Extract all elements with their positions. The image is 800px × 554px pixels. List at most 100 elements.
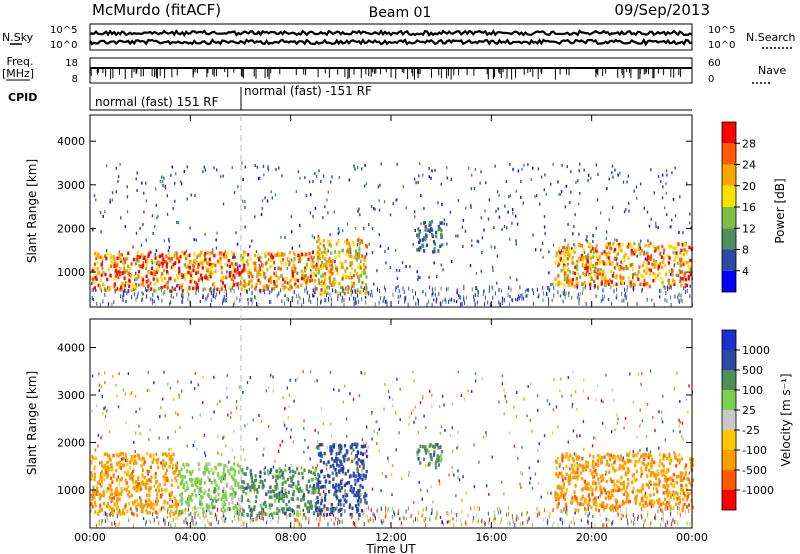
scatter-cell (256, 165, 259, 169)
scatter-cell (678, 230, 680, 234)
scatter-cell (333, 388, 335, 392)
heatmap-cell (304, 266, 307, 270)
heatmap-cell (419, 238, 422, 243)
noise-cell (225, 298, 227, 302)
scatter-cell (379, 183, 381, 187)
heatmap-cell (141, 480, 144, 484)
heatmap-cell (302, 497, 305, 502)
heatmap-cell (156, 277, 159, 281)
heatmap-cell (556, 492, 559, 496)
scatter-cell (350, 251, 352, 255)
heatmap-cell (439, 445, 442, 449)
heatmap-cell (669, 492, 672, 497)
heatmap-cell (222, 474, 225, 478)
heatmap-cell (342, 503, 345, 507)
scatter-cell (183, 170, 185, 174)
heatmap-cell (199, 499, 202, 503)
scatter-cell (541, 241, 544, 245)
heatmap-cell (156, 260, 159, 264)
heatmap-cell (178, 259, 181, 264)
scatter-cell (323, 174, 325, 178)
scatter-cell (332, 513, 335, 517)
heatmap-cell (589, 249, 592, 254)
heatmap-cell (340, 265, 343, 269)
scatter-cell (483, 228, 485, 232)
nsearch-trace (89, 37, 693, 47)
heatmap-cell (672, 250, 675, 255)
heatmap-cell (594, 262, 597, 266)
noise-cell (576, 295, 578, 300)
heatmap-cell (676, 261, 680, 265)
noise-cell (547, 286, 549, 290)
scatter-cell (407, 473, 410, 477)
heatmap-cell (328, 489, 331, 494)
scatter-cell (120, 284, 122, 288)
heatmap-cell (331, 267, 334, 271)
heatmap-cell (587, 500, 590, 505)
scatter-cell (652, 415, 654, 419)
heatmap-cell (161, 492, 164, 497)
heatmap-cell (308, 502, 312, 506)
heatmap-cell (119, 477, 123, 482)
noise-cell (354, 301, 356, 306)
heatmap-cell (567, 252, 570, 257)
scatter-cell (559, 193, 562, 196)
noise-cell (312, 293, 313, 298)
scatter-cell (676, 371, 678, 375)
scatter-cell (583, 168, 585, 172)
heatmap-cell (147, 252, 150, 256)
scatter-cell (651, 298, 653, 302)
noise-cell (150, 297, 152, 302)
heatmap-cell (237, 470, 241, 474)
scatter-cell (100, 230, 102, 234)
noise-cell (135, 297, 137, 302)
scatter-cell (625, 507, 627, 511)
scatter-cell (579, 162, 581, 166)
heatmap-cell (555, 466, 558, 470)
scatter-cell (543, 188, 545, 192)
heatmap-cell (254, 268, 257, 272)
scatter-cell (249, 245, 251, 248)
scatter-cell (142, 223, 144, 226)
heatmap-cell (638, 502, 641, 506)
heatmap-cell (315, 263, 318, 268)
heatmap-cell (270, 253, 273, 257)
heatmap-cell (222, 467, 225, 472)
scatter-cell (520, 195, 522, 199)
heatmap-cell (558, 249, 561, 254)
heatmap-cell (360, 290, 363, 294)
noise-cell (213, 288, 215, 293)
heatmap-cell (597, 268, 600, 272)
heatmap-cell (112, 453, 115, 458)
heatmap-cell (577, 509, 580, 513)
heatmap-cell (657, 483, 660, 487)
heatmap-cell (621, 502, 624, 507)
scatter-cell (322, 422, 325, 426)
heatmap-cell (142, 482, 145, 486)
heatmap-cell (582, 248, 585, 253)
scatter-cell (413, 501, 415, 505)
heatmap-cell (122, 457, 125, 461)
heatmap-cell (282, 509, 285, 513)
heatmap-cell (581, 262, 585, 267)
scatter-cell (187, 494, 190, 498)
heatmap-cell (101, 266, 104, 270)
noise-cell (131, 295, 132, 300)
scatter-cell (92, 298, 94, 301)
heatmap-cell (603, 250, 606, 254)
heatmap-cell (618, 247, 621, 252)
scatter-cell (452, 449, 454, 453)
heatmap-cell (326, 286, 329, 290)
heatmap-cell (562, 263, 566, 267)
scatter-cell (239, 280, 242, 284)
scatter-cell (654, 516, 656, 520)
scatter-cell (174, 430, 176, 434)
heatmap-cell (156, 492, 159, 497)
scatter-cell (190, 193, 192, 197)
noise-cell (162, 291, 164, 296)
heatmap-cell (685, 463, 688, 467)
scatter-cell (399, 387, 401, 391)
heatmap-cell (183, 263, 186, 267)
heatmap-cell (416, 452, 419, 457)
heatmap-cell (638, 265, 641, 269)
